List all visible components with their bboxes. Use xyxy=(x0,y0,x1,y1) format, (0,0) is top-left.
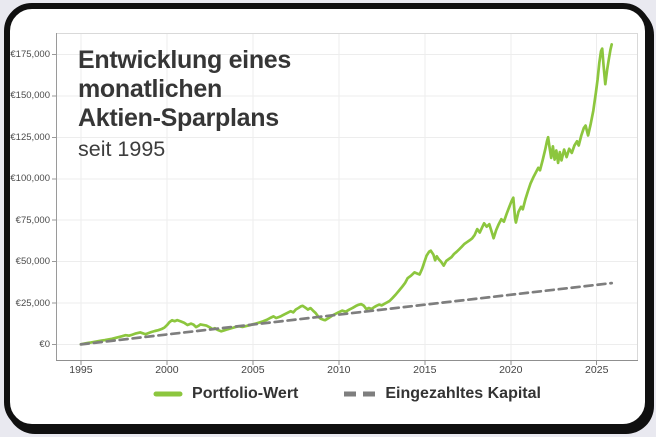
y-tick-label: €125,000 xyxy=(10,131,50,143)
chart-legend: Portfolio-Wert Eingezahltes Kapital xyxy=(56,385,638,403)
y-tick-label: €100,000 xyxy=(10,173,50,185)
chart-subtitle: seit 1995 xyxy=(78,137,166,161)
legend-item-portfolio: Portfolio-Wert xyxy=(153,385,298,403)
legend-label-capital: Eingezahltes Kapital xyxy=(385,385,541,402)
x-tick-label: 2025 xyxy=(585,364,609,376)
y-tick-label: €75,000 xyxy=(15,214,50,226)
x-axis-labels: 1995 2000 2005 2010 2015 2020 2025 xyxy=(56,364,638,378)
y-tick-label: €0 xyxy=(39,338,50,350)
y-tick-label: €25,000 xyxy=(15,297,50,309)
series-line-1 xyxy=(79,281,614,346)
x-tick-label: 2010 xyxy=(327,364,351,376)
y-axis-labels: €0 €25,000 €50,000 €75,000 €100,000 €125,000 €… xyxy=(0,33,51,361)
legend-label-portfolio: Portfolio-Wert xyxy=(192,385,299,402)
y-tick-label: €50,000 xyxy=(15,256,50,268)
y-tick-label: €150,000 xyxy=(10,90,50,102)
x-tick-label: 1995 xyxy=(69,364,93,376)
x-tick-label: 2005 xyxy=(241,364,265,376)
chart-title: Entwicklung eines monatlichen Aktien-Spa… xyxy=(78,46,292,132)
chart-card xyxy=(4,3,651,430)
y-tick-label: €175,000 xyxy=(10,49,50,61)
x-tick-label: 2015 xyxy=(413,364,437,376)
portfolio-line-swatch-icon xyxy=(153,391,183,397)
capital-dashed-line-swatch-icon xyxy=(344,391,377,397)
chart-plot-area xyxy=(52,33,638,365)
x-tick-label: 2000 xyxy=(155,364,179,376)
x-tick-label: 2020 xyxy=(499,364,523,376)
legend-item-capital: Eingezahltes Kapital xyxy=(344,385,541,403)
chart-title-block: Entwicklung eines monatlichen Aktien-Spa… xyxy=(78,46,291,163)
series-line-0 xyxy=(79,43,614,346)
